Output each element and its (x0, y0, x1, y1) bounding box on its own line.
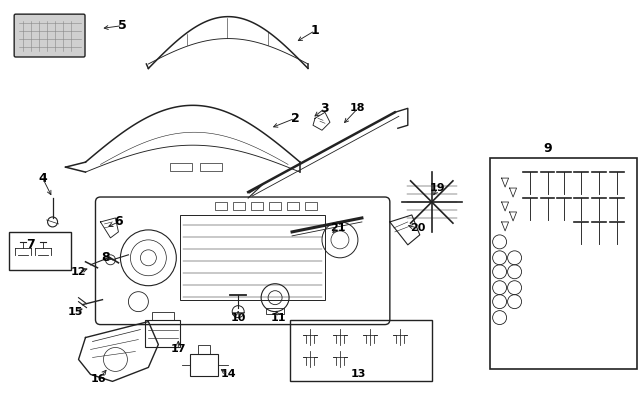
Text: 11: 11 (270, 313, 286, 322)
Text: 8: 8 (101, 251, 110, 264)
Bar (198, 345, 210, 355)
Text: 21: 21 (330, 223, 346, 233)
Text: 7: 7 (26, 238, 35, 251)
Text: 16: 16 (91, 374, 106, 384)
Text: 20: 20 (410, 223, 426, 233)
Bar (269, 202, 281, 210)
Text: 18: 18 (350, 103, 365, 113)
Text: 19: 19 (430, 183, 445, 193)
Bar (305, 202, 317, 210)
Bar (190, 355, 218, 376)
Bar (145, 320, 180, 347)
Bar (490, 158, 637, 370)
Text: 15: 15 (68, 307, 83, 317)
Text: 3: 3 (321, 102, 330, 115)
Text: 17: 17 (170, 345, 186, 355)
Bar (9, 232, 70, 270)
Text: 2: 2 (291, 112, 300, 125)
Bar (287, 202, 299, 210)
Bar (251, 202, 263, 210)
Text: 14: 14 (220, 370, 236, 379)
Text: 4: 4 (38, 172, 47, 185)
FancyBboxPatch shape (14, 14, 85, 57)
Bar (233, 202, 245, 210)
Bar (152, 312, 174, 320)
Text: 6: 6 (114, 216, 123, 229)
Text: 10: 10 (230, 313, 246, 322)
Bar (170, 163, 192, 171)
Bar (200, 163, 222, 171)
Bar (290, 320, 432, 381)
Bar (266, 307, 284, 314)
Text: 5: 5 (118, 19, 127, 32)
Text: 9: 9 (543, 142, 552, 155)
Text: 13: 13 (350, 370, 365, 379)
Bar (215, 202, 227, 210)
Text: 12: 12 (71, 267, 86, 277)
Text: 1: 1 (310, 24, 319, 37)
Bar (180, 215, 325, 300)
